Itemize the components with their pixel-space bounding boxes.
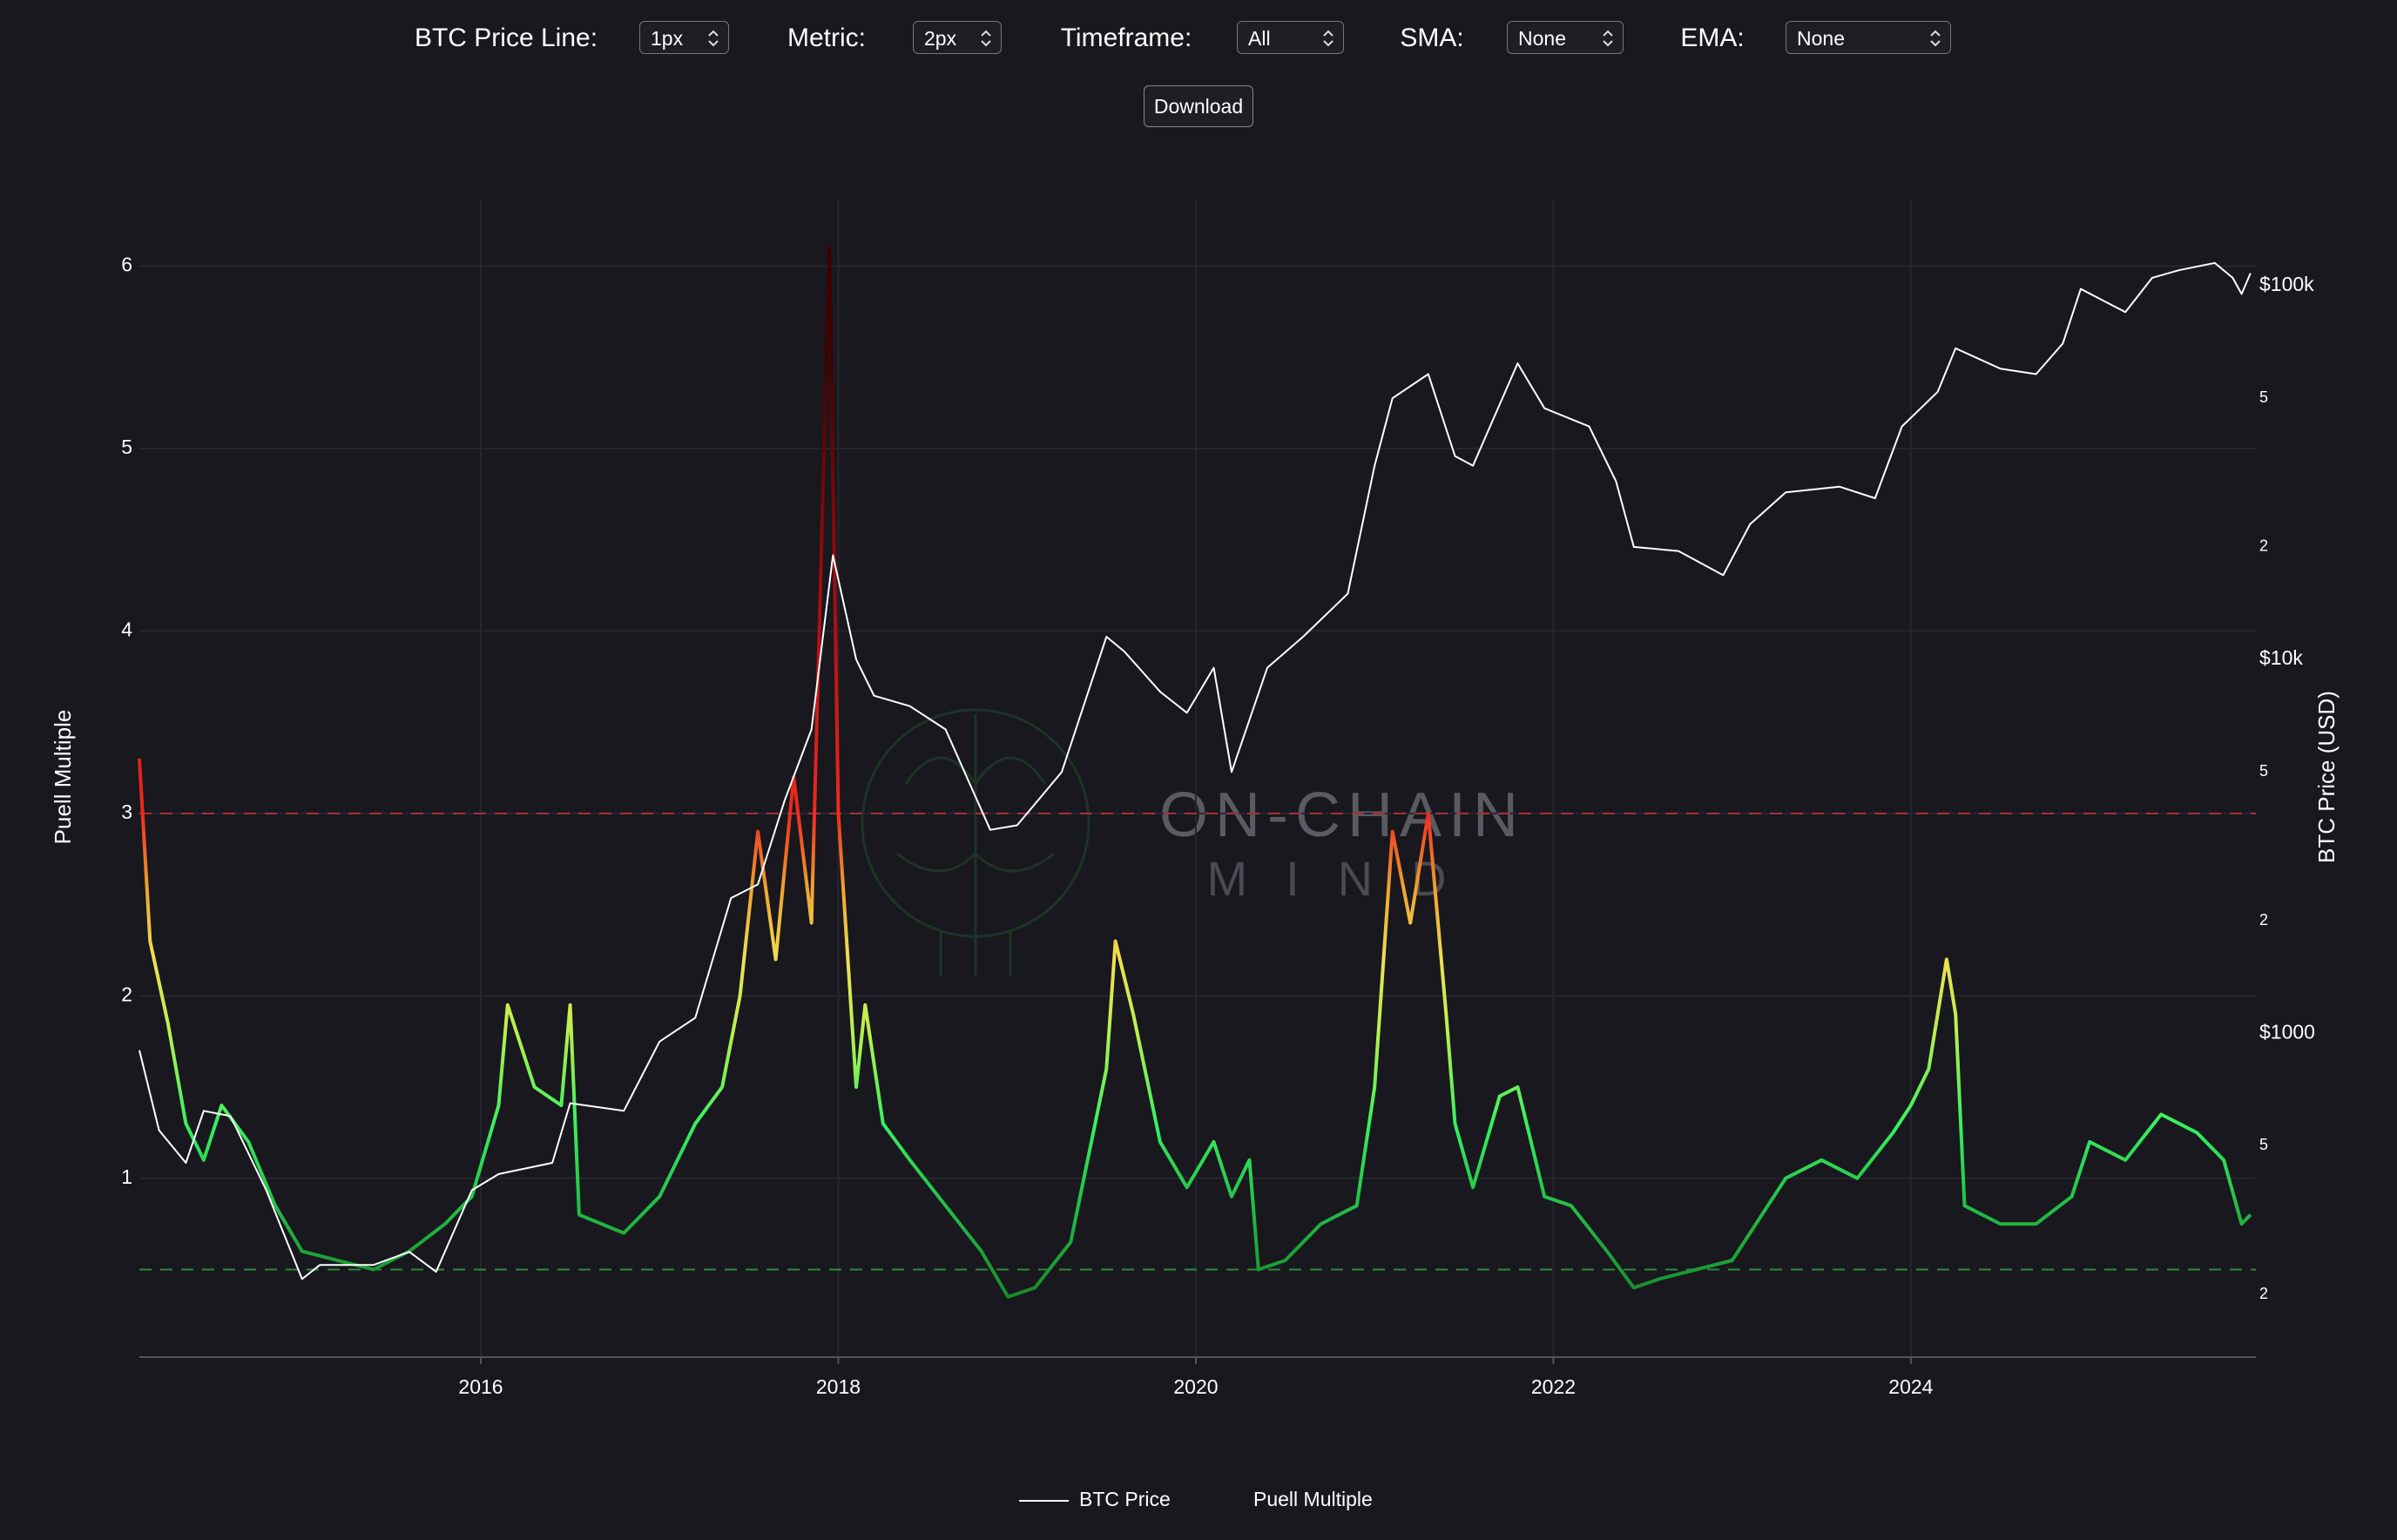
- select-value: None: [1518, 27, 1566, 50]
- y-tick-label: 6: [121, 253, 132, 276]
- y-axis-title: Puell Multiple: [50, 710, 76, 845]
- chevron: [1930, 30, 1941, 47]
- control-label: EMA:: [1680, 24, 1745, 52]
- select[interactable]: All: [1237, 21, 1344, 54]
- watermark-text: MIND: [1206, 851, 1484, 906]
- y-tick-label: 4: [121, 618, 132, 640]
- x-tick-label: 2020: [1173, 1375, 1218, 1398]
- chevron: [708, 30, 719, 47]
- y-tick-label: 2: [121, 983, 132, 1005]
- y2-tick-label: 2: [2259, 537, 2268, 555]
- y2-tick-label: 5: [2259, 388, 2268, 406]
- toolbar: Download BTC Price Line: 1px Metric: 2px Tim…: [0, 0, 2397, 174]
- select-value: All: [1248, 27, 1271, 50]
- x-tick-label: 2022: [1531, 1375, 1576, 1398]
- watermark-text: ON-CHAIN: [1159, 780, 1525, 850]
- chevron: [1323, 30, 1334, 47]
- select-value: None: [1797, 27, 1845, 50]
- y2-tick-label: $1000: [2259, 1020, 2315, 1043]
- y2-axis-title: BTC Price (USD): [2313, 691, 2340, 863]
- control-label: Metric:: [787, 24, 866, 52]
- select[interactable]: None: [1786, 21, 1951, 54]
- y2-tick-label: 5: [2259, 762, 2268, 780]
- y2-tick-label: 2: [2259, 911, 2268, 929]
- y2-tick-label: $10k: [2259, 646, 2303, 669]
- x-tick-label: 2016: [458, 1375, 503, 1398]
- control-label: Timeframe:: [1060, 24, 1192, 52]
- legend-label: BTC Price: [1079, 1488, 1171, 1510]
- y2-tick-label: $100k: [2259, 273, 2314, 295]
- select-value: 2px: [924, 27, 957, 50]
- select-value: 1px: [651, 27, 684, 50]
- y-tick-label: 1: [121, 1165, 132, 1188]
- select[interactable]: None: [1507, 21, 1624, 54]
- select[interactable]: 2px: [913, 21, 1002, 54]
- control-label: BTC Price Line:: [414, 24, 598, 52]
- watermark: [861, 708, 1090, 976]
- control-label: SMA:: [1400, 24, 1464, 52]
- chevron: [1603, 30, 1613, 47]
- y2-tick-label: 2: [2259, 1285, 2268, 1302]
- y-tick-label: 3: [121, 800, 132, 823]
- legend-label: Puell Multiple: [1253, 1488, 1373, 1510]
- price-line: [138, 261, 2252, 1280]
- select[interactable]: 1px: [639, 21, 729, 54]
- chevron: [981, 30, 991, 47]
- metric-line: [138, 246, 2252, 1299]
- download-button[interactable]: Download: [1144, 85, 1253, 127]
- y-tick-label: 5: [121, 436, 132, 458]
- y2-tick-label: 5: [2259, 1136, 2268, 1153]
- x-tick-label: 2018: [816, 1375, 861, 1398]
- x-tick-label: 2024: [1888, 1375, 1933, 1398]
